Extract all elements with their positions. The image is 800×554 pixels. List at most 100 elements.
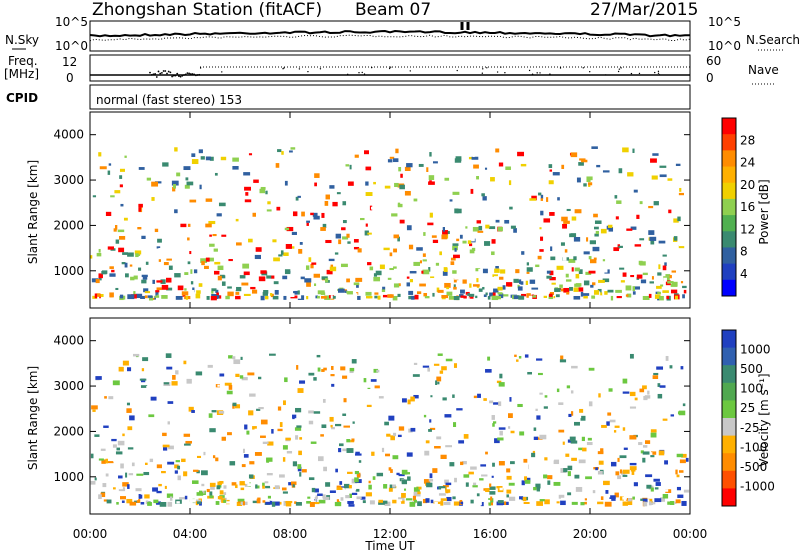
- velocity-data-cell: [206, 488, 210, 493]
- velocity-data-cell: [368, 480, 371, 484]
- velocity-data-cell: [533, 427, 537, 431]
- power-data-cell: [526, 293, 531, 298]
- power-data-cell: [652, 153, 659, 156]
- velocity-data-cell: [211, 410, 217, 413]
- velocity-data-cell: [436, 436, 442, 440]
- power-data-cell: [432, 239, 439, 244]
- power-data-cell: [482, 286, 485, 290]
- velocity-data-cell: [505, 417, 510, 421]
- velocity-data-cell: [427, 388, 432, 392]
- power-data-cell: [632, 249, 639, 252]
- power-data-cell: [345, 164, 350, 167]
- velocity-data-cell: [535, 408, 538, 411]
- power-data-cell: [447, 265, 452, 268]
- power-data-cell: [408, 290, 414, 295]
- power-data-cell: [214, 295, 220, 299]
- velocity-data-cell: [201, 365, 207, 369]
- velocity-data-cell: [519, 500, 523, 505]
- power-data-cell: [586, 179, 591, 183]
- velocity-data-cell: [330, 424, 333, 428]
- power-data-cell: [556, 265, 564, 270]
- velocity-data-cell: [127, 367, 132, 372]
- power-data-cell: [497, 276, 504, 280]
- velocity-data-cell: [650, 455, 655, 458]
- velocity-data-cell: [650, 451, 657, 455]
- power-data-cell: [346, 233, 350, 238]
- velocity-data-cell: [196, 492, 204, 496]
- velocity-data-cell: [161, 470, 166, 474]
- velocity-data-cell: [103, 425, 109, 428]
- power-data-cell: [576, 177, 581, 183]
- power-data-cell: [671, 270, 677, 273]
- nave-dot: [174, 74, 177, 77]
- velocity-data-cell: [226, 390, 233, 395]
- velocity-data-cell: [175, 460, 181, 466]
- power-data-cell: [397, 203, 403, 208]
- power-data-cell: [306, 295, 309, 300]
- power-data-cell: [235, 286, 242, 292]
- power-data-cell: [593, 213, 598, 218]
- power-data-cell: [648, 293, 652, 298]
- power-data-cell: [529, 198, 537, 201]
- velocity-data-cell: [374, 385, 380, 389]
- power-data-cell: [652, 205, 657, 210]
- power-data-cell: [649, 236, 657, 241]
- velocity-data-cell: [642, 360, 649, 363]
- power-data-cell: [616, 295, 622, 299]
- power-data-cell: [658, 240, 666, 244]
- power-data-cell: [495, 219, 500, 223]
- velocity-data-cell: [348, 432, 356, 437]
- power-data-cell: [578, 162, 584, 166]
- power-data-cell: [229, 286, 237, 290]
- velocity-data-cell: [129, 501, 137, 506]
- velocity-data-cell: [177, 475, 181, 481]
- power-data-cell: [552, 295, 556, 299]
- velocity-data-cell: [640, 450, 644, 454]
- velocity-data-cell: [252, 500, 258, 504]
- velocity-data-cell: [445, 489, 451, 493]
- nave-dot: [363, 73, 366, 75]
- velocity-data-cell: [384, 421, 389, 426]
- velocity-data-cell: [343, 425, 351, 428]
- power-data-cell: [578, 269, 583, 274]
- power-data-cell: [502, 285, 506, 290]
- power-data-cell: [398, 283, 401, 287]
- velocity-data-cell: [558, 402, 564, 405]
- power-data-cell: [319, 282, 325, 286]
- power-data-cell: [334, 252, 339, 255]
- velocity-data-cell: [465, 482, 469, 487]
- velocity-data-cell: [347, 501, 354, 504]
- power-data-cell: [488, 226, 496, 230]
- velocity-data-cell: [662, 411, 668, 416]
- velocity-data-cell: [584, 501, 587, 505]
- velocity-data-cell: [536, 415, 541, 420]
- power-data-cell: [416, 291, 422, 295]
- velocity-data-cell: [496, 501, 504, 506]
- nave-dot: [155, 76, 158, 78]
- velocity-data-cell: [249, 461, 255, 465]
- power-data-cell: [266, 275, 272, 279]
- power-data-cell: [239, 275, 246, 279]
- velocity-data-cell: [116, 447, 121, 451]
- velocity-data-cell: [444, 414, 452, 418]
- velocity-data-cell: [228, 355, 233, 359]
- velocity-data-cell: [321, 369, 325, 372]
- velocity-data-cell: [430, 395, 433, 398]
- power-colorbar-label: Power [dB]: [757, 179, 771, 244]
- velocity-data-cell: [619, 469, 623, 474]
- velocity-data-cell: [555, 415, 562, 419]
- velocity-data-cell: [317, 367, 321, 372]
- velocity-data-cell: [159, 502, 167, 507]
- nave-label: Nave: [748, 63, 779, 77]
- velocity-data-cell: [339, 487, 346, 490]
- velocity-data-cell: [468, 471, 474, 475]
- power-data-cell: [453, 284, 456, 289]
- nave-dot: [638, 72, 641, 75]
- velocity-data-cell: [215, 501, 220, 505]
- power-data-cell: [429, 152, 432, 157]
- power-data-cell: [432, 161, 438, 164]
- power-data-cell: [518, 292, 522, 298]
- power-data-cell: [662, 254, 667, 257]
- velocity-data-cell: [446, 496, 452, 502]
- velocity-data-cell: [504, 501, 507, 506]
